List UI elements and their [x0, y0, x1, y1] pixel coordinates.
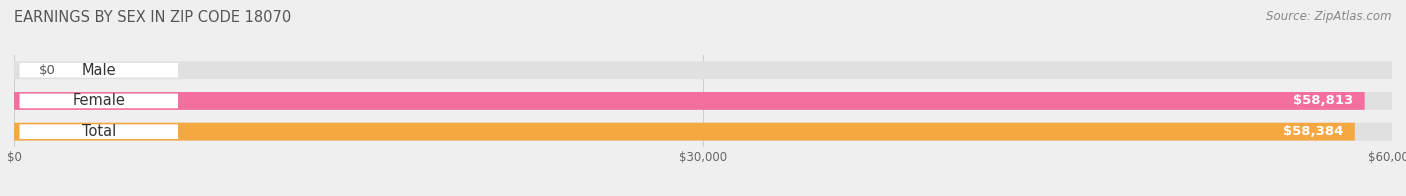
Text: Male: Male: [82, 63, 117, 78]
Text: Source: ZipAtlas.com: Source: ZipAtlas.com: [1267, 10, 1392, 23]
FancyBboxPatch shape: [14, 123, 1392, 141]
FancyBboxPatch shape: [14, 92, 1365, 110]
FancyBboxPatch shape: [14, 123, 1355, 141]
Text: $0: $0: [39, 64, 56, 77]
FancyBboxPatch shape: [20, 124, 179, 139]
Text: Female: Female: [72, 93, 125, 108]
Text: $58,813: $58,813: [1294, 94, 1354, 107]
FancyBboxPatch shape: [14, 61, 1392, 79]
FancyBboxPatch shape: [20, 94, 179, 108]
Text: $58,384: $58,384: [1284, 125, 1344, 138]
FancyBboxPatch shape: [14, 92, 1392, 110]
Text: Total: Total: [82, 124, 115, 139]
Text: EARNINGS BY SEX IN ZIP CODE 18070: EARNINGS BY SEX IN ZIP CODE 18070: [14, 10, 291, 25]
FancyBboxPatch shape: [20, 63, 179, 78]
